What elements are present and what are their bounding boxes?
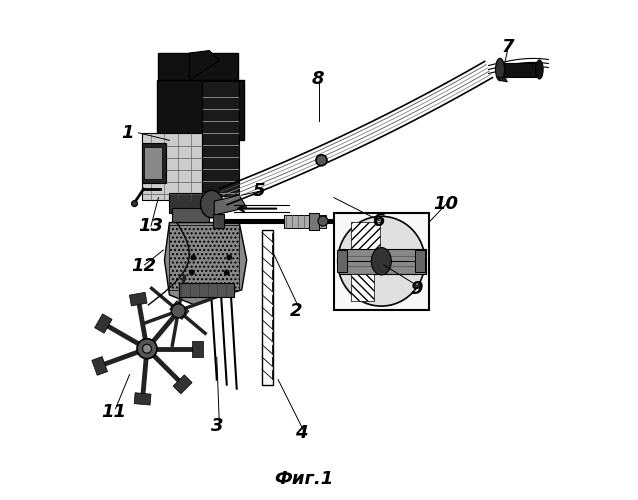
Polygon shape [262, 320, 272, 329]
Polygon shape [262, 344, 272, 354]
Text: 1: 1 [121, 124, 133, 142]
Bar [352, 222, 380, 256]
Text: 4: 4 [295, 424, 308, 442]
Bar [157, 80, 244, 140]
Polygon shape [498, 76, 507, 82]
Bar [262, 230, 272, 384]
Ellipse shape [172, 304, 186, 318]
Ellipse shape [371, 248, 391, 275]
Polygon shape [262, 370, 272, 378]
Bar [334, 212, 429, 310]
Text: 11: 11 [101, 403, 126, 421]
Ellipse shape [142, 344, 151, 353]
Polygon shape [94, 314, 112, 333]
Bar [213, 214, 225, 228]
Ellipse shape [536, 60, 543, 79]
Polygon shape [262, 332, 272, 341]
Text: 12: 12 [131, 257, 156, 275]
Bar [352, 274, 374, 301]
Ellipse shape [131, 200, 138, 206]
Polygon shape [170, 301, 189, 320]
Bar [142, 143, 166, 182]
Ellipse shape [137, 339, 157, 358]
Bar [339, 249, 426, 274]
Ellipse shape [200, 190, 223, 218]
Polygon shape [134, 392, 151, 405]
Ellipse shape [316, 155, 327, 166]
Bar [502, 62, 539, 78]
Ellipse shape [191, 255, 196, 260]
Bar [202, 82, 239, 196]
Text: 13: 13 [138, 217, 163, 235]
Ellipse shape [225, 270, 229, 275]
Polygon shape [214, 195, 247, 215]
Text: 3: 3 [211, 416, 223, 434]
Polygon shape [130, 292, 147, 306]
Bar [142, 133, 202, 200]
Polygon shape [262, 357, 272, 366]
Polygon shape [262, 270, 272, 279]
Text: 5: 5 [253, 182, 265, 200]
Bar [170, 192, 212, 212]
Polygon shape [165, 222, 247, 305]
Text: 6: 6 [373, 212, 385, 230]
Text: 2: 2 [290, 302, 303, 320]
Bar [284, 215, 327, 228]
Text: 9: 9 [410, 280, 422, 298]
Polygon shape [189, 50, 219, 80]
Ellipse shape [318, 216, 328, 226]
Polygon shape [262, 295, 272, 304]
Polygon shape [92, 356, 108, 376]
Polygon shape [262, 308, 272, 316]
Bar [309, 213, 319, 230]
Polygon shape [192, 340, 203, 356]
Bar [158, 53, 238, 80]
Text: 10: 10 [434, 195, 459, 213]
Text: Фиг.1: Фиг.1 [274, 470, 334, 488]
Ellipse shape [496, 58, 505, 80]
Polygon shape [262, 282, 272, 292]
Polygon shape [262, 245, 272, 254]
Bar [179, 284, 234, 298]
Text: 7: 7 [501, 38, 514, 56]
Ellipse shape [226, 255, 232, 260]
Bar [144, 147, 162, 178]
Polygon shape [173, 375, 192, 394]
Polygon shape [262, 258, 272, 266]
Bar [338, 250, 348, 272]
Text: 8: 8 [312, 70, 324, 88]
Bar [172, 208, 209, 225]
Polygon shape [262, 232, 272, 241]
Bar [415, 250, 425, 272]
Bar [170, 225, 239, 290]
Ellipse shape [338, 216, 425, 306]
Ellipse shape [189, 270, 195, 275]
